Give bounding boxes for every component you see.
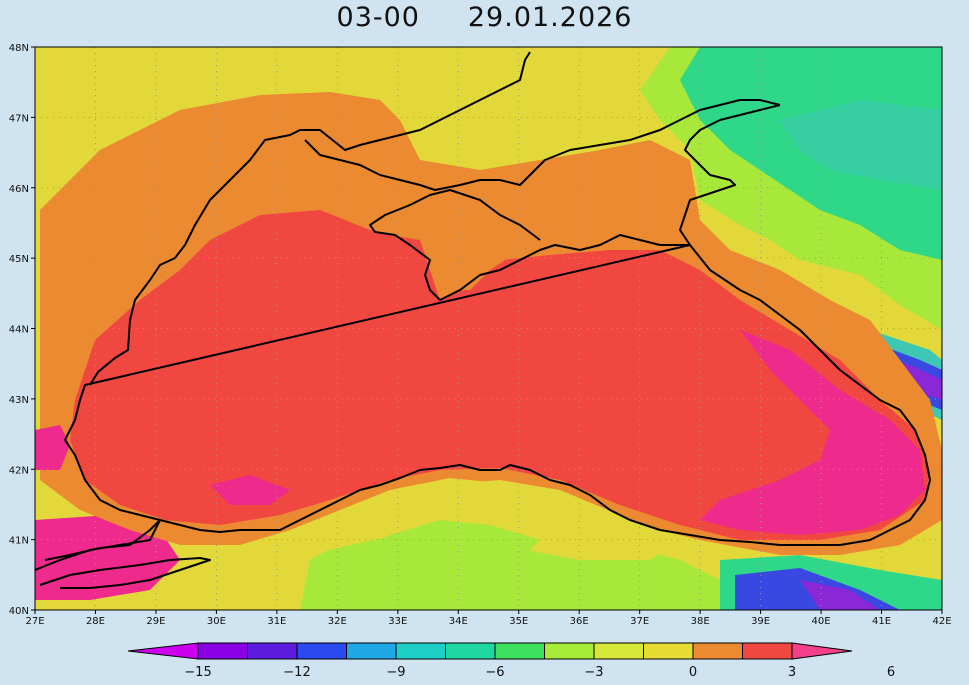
lon-tick-label: 35E bbox=[509, 616, 528, 627]
lat-tick-label: 42N bbox=[9, 465, 29, 476]
lon-tick-label: 36E bbox=[570, 616, 589, 627]
coastline bbox=[34, 51, 931, 589]
colorbar-segment bbox=[445, 642, 496, 660]
colorbar-label: 6 bbox=[887, 665, 895, 680]
colorbar-label: −6 bbox=[485, 665, 504, 680]
latitude-axis: 40N 41N 42N 43N 44N 45N 46N 47N 48N bbox=[9, 43, 35, 617]
lon-tick-label: 40E bbox=[812, 616, 831, 627]
temperature-field bbox=[35, 47, 942, 610]
lon-tick-label: 34E bbox=[449, 616, 468, 627]
lat-tick-label: 43N bbox=[9, 395, 29, 406]
lon-tick-label: 41E bbox=[872, 616, 891, 627]
colorbar-segment bbox=[742, 642, 793, 660]
lat-tick-label: 44N bbox=[9, 325, 29, 336]
colorbar-label: 3 bbox=[788, 665, 796, 680]
lat-tick-label: 45N bbox=[9, 254, 29, 265]
colorbar-segment bbox=[395, 642, 446, 660]
colorbar-segment bbox=[247, 642, 298, 660]
colorbar-segment bbox=[593, 642, 644, 660]
map-title: 03-00 29.01.2026 bbox=[336, 2, 633, 33]
colorbar-label: 0 bbox=[689, 665, 697, 680]
lon-tick-label: 28E bbox=[86, 616, 105, 627]
colorbar-label: −12 bbox=[283, 665, 310, 680]
lat-tick-label: 41N bbox=[9, 536, 29, 547]
colorbar-label: −15 bbox=[184, 665, 211, 680]
lat-tick-label: 47N bbox=[9, 113, 29, 124]
lon-tick-label: 31E bbox=[267, 616, 286, 627]
colorbar-right-arrow bbox=[791, 642, 853, 660]
colorbar: −15−12−9−6−30369 bbox=[127, 642, 895, 680]
colorbar-segment bbox=[643, 642, 694, 660]
lat-tick-label: 48N bbox=[9, 43, 29, 54]
colorbar-left-arrow bbox=[127, 642, 199, 660]
lon-tick-label: 38E bbox=[691, 616, 710, 627]
lon-tick-label: 29E bbox=[146, 616, 165, 627]
lat-tick-label: 40N bbox=[9, 606, 29, 617]
lon-tick-label: 42E bbox=[932, 616, 951, 627]
lon-tick-label: 27E bbox=[25, 616, 44, 627]
colorbar-segment bbox=[544, 642, 595, 660]
colorbar-label: −9 bbox=[386, 665, 405, 680]
colorbar-segment bbox=[346, 642, 397, 660]
lon-tick-label: 33E bbox=[388, 616, 407, 627]
colorbar-segment bbox=[197, 642, 248, 660]
lon-tick-label: 37E bbox=[630, 616, 649, 627]
colorbar-label: −3 bbox=[584, 665, 603, 680]
lon-tick-label: 30E bbox=[207, 616, 226, 627]
longitude-axis: 27E 28E 29E 30E 31E 32E 33E 34E 35E 36E 37E 38E 39E 4… bbox=[25, 610, 952, 627]
colorbar-segment bbox=[296, 642, 347, 660]
colorbar-segment bbox=[692, 642, 743, 660]
lat-tick-label: 46N bbox=[9, 184, 29, 195]
lon-tick-label: 39E bbox=[751, 616, 770, 627]
colorbar-segment bbox=[494, 642, 545, 660]
lon-tick-label: 32E bbox=[328, 616, 347, 627]
